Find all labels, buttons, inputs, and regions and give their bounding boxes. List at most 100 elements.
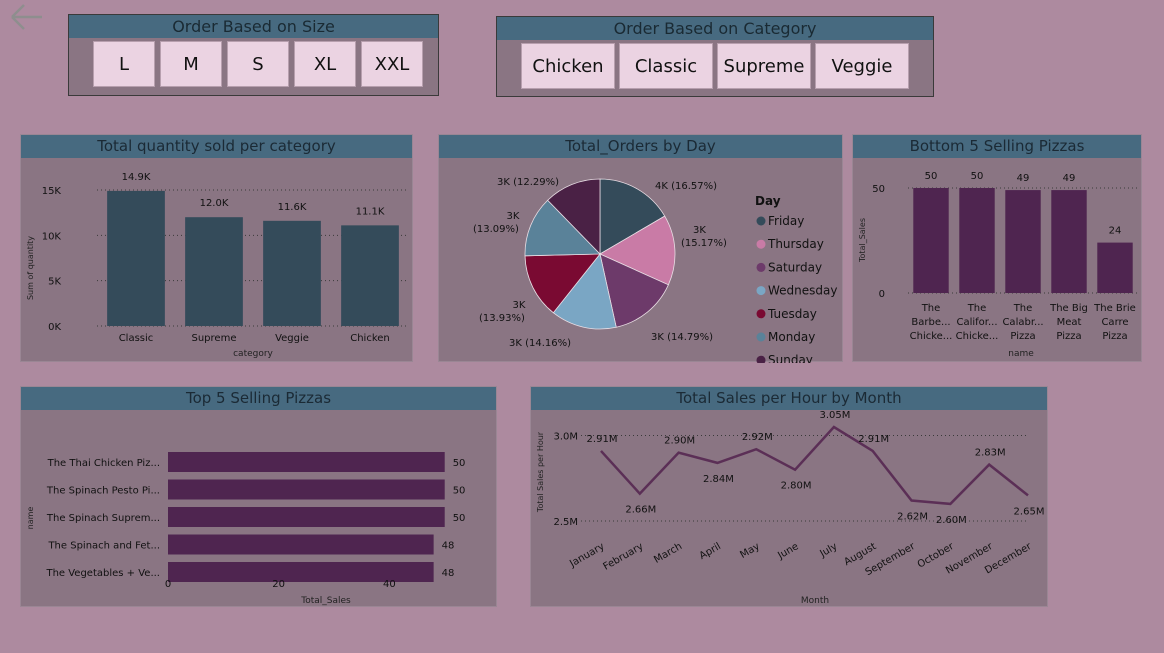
back-arrow-icon[interactable] (10, 2, 44, 32)
bar (263, 220, 321, 326)
y-tick-label: 15K (42, 186, 62, 197)
legend-marker (756, 355, 766, 363)
slice-label: (13.09%) (473, 224, 519, 235)
y-tick-label: 50 (872, 184, 885, 195)
y-tick-label: The Vegetables + Ve... (45, 568, 160, 579)
sales-by-month-panel: Total Sales per Hour by Month 2.5M 3.0M 2.… (530, 386, 1048, 607)
bar (168, 452, 445, 472)
x-tick-label: Supreme (192, 333, 237, 344)
x-tick-label: June (775, 541, 800, 562)
slice-label: 3K (14.16%) (509, 338, 571, 349)
bottom5-chart: 0 50 50 The Barbe... Chicke... 50 The Califor...… (858, 171, 1138, 359)
x-tick-label: Pizza (1102, 331, 1127, 342)
legend-marker (756, 332, 766, 342)
category-option-classic[interactable]: Classic (619, 43, 713, 89)
data-label: 2.83M (975, 448, 1006, 459)
size-option-m[interactable]: M (160, 41, 222, 87)
size-slicer-title: Order Based on Size (69, 15, 438, 38)
slice-label: 3K (513, 300, 526, 311)
x-axis-label: Total_Sales (300, 596, 351, 606)
legend-title: Day (755, 194, 781, 208)
y-tick-label: 10K (42, 231, 62, 242)
data-label: 2.90M (664, 436, 695, 447)
legend-label: Thursday (767, 237, 824, 251)
x-axis-label: category (233, 349, 273, 359)
slice-label: 3K (14.79%) (651, 332, 713, 343)
category-slicer: Order Based on Category Chicken Classic … (496, 16, 934, 97)
category-quantity-title: Total quantity sold per category (21, 135, 412, 158)
y-tick-label: The Spinach and Fet... (47, 541, 160, 552)
y-axis-label: Total_Sales (858, 218, 867, 263)
pie-slice (552, 253, 617, 330)
category-option-supreme[interactable]: Supreme (717, 43, 811, 89)
legend-marker (756, 262, 766, 272)
series-line (600, 425, 1029, 506)
x-tick-label: Meat (1057, 317, 1082, 328)
data-label: 2.80M (781, 481, 812, 492)
x-tick-label: February (601, 541, 645, 573)
top5-chart: 50 The Thai Chicken Piz... 50 The Spinach P… (26, 452, 466, 606)
x-tick-label: Classic (119, 333, 154, 344)
category-options: Chicken Classic Supreme Veggie (521, 43, 909, 89)
data-label: 49 (1063, 173, 1076, 184)
legend-marker (756, 309, 766, 319)
category-quantity-panel: Total quantity sold per category 0K 5K 10K… (20, 134, 413, 362)
pie-slice (524, 253, 601, 314)
top5-panel: Top 5 Selling Pizzas 50 The Thai Chicken … (20, 386, 497, 607)
data-label: 3.05M (819, 410, 850, 421)
data-label: 50 (453, 513, 466, 524)
top5-title: Top 5 Selling Pizzas (21, 387, 496, 410)
legend-marker (756, 216, 766, 226)
size-option-xl[interactable]: XL (294, 41, 356, 87)
y-tick-label: 0K (48, 322, 61, 333)
x-tick-label: Pizza (1010, 331, 1035, 342)
bar (1097, 242, 1133, 293)
bar (1051, 190, 1087, 293)
x-tick-label: The Brie (1093, 303, 1136, 314)
x-tick-label: The (1013, 303, 1033, 314)
data-label: 2.92M (742, 432, 773, 443)
legend-marker (756, 286, 766, 296)
bar (913, 188, 949, 293)
data-label: 12.0K (200, 198, 229, 209)
data-label: 49 (1017, 173, 1030, 184)
orders-by-day-panel: Total_Orders by Day 4K (16.57%) 3K (15.17%… (438, 134, 843, 363)
data-label: 2.65M (1014, 506, 1045, 517)
legend-label: Friday (768, 214, 804, 228)
orders-by-day-title: Total_Orders by Day (439, 135, 842, 158)
pie-slice (524, 199, 601, 257)
category-quantity-chart: 0K 5K 10K 15K 14.9K Classic 12.0K Supreme 11.6K V… (26, 172, 409, 359)
legend-label: Tuesday (767, 307, 817, 321)
legend-label: Wednesday (768, 284, 837, 298)
x-axis-label: name (1008, 349, 1034, 359)
size-option-l[interactable]: L (93, 41, 155, 87)
size-option-s[interactable]: S (227, 41, 289, 87)
y-tick-label: The Spinach Pesto Pi... (46, 486, 160, 497)
category-option-veggie[interactable]: Veggie (815, 43, 909, 89)
pie-slice (599, 178, 666, 255)
x-tick-label: Calabr... (1002, 317, 1043, 328)
x-tick-label: Carre (1101, 317, 1128, 328)
y-axis-label: Sum of quantity (26, 236, 35, 300)
pie-slice (599, 253, 669, 328)
data-label: 24 (1109, 226, 1122, 237)
y-tick-label: The Spinach Suprem... (46, 513, 160, 524)
x-tick-label: Veggie (275, 333, 309, 344)
x-tick-label: May (738, 541, 761, 561)
x-tick-label: 20 (272, 579, 285, 590)
bar (1005, 190, 1041, 293)
bar (168, 562, 434, 582)
x-tick-label: April (698, 541, 723, 562)
slice-label: (13.93%) (479, 313, 525, 324)
bar (168, 479, 445, 500)
x-tick-label: Pizza (1056, 331, 1081, 342)
y-tick-label: The Thai Chicken Piz... (47, 458, 160, 469)
category-option-chicken[interactable]: Chicken (521, 43, 615, 89)
size-options: L M S XL XXL (93, 41, 423, 87)
bar (168, 534, 434, 555)
x-tick-label: January (567, 541, 606, 570)
orders-by-day-chart: 4K (16.57%) 3K (15.17%) 3K (14.79%) 3K (14.1… (473, 177, 837, 363)
size-option-xxl[interactable]: XXL (361, 41, 423, 87)
bottom5-panel: Bottom 5 Selling Pizzas 0 50 50 The Barbe...… (852, 134, 1142, 362)
y-tick-label: 0 (879, 289, 885, 300)
